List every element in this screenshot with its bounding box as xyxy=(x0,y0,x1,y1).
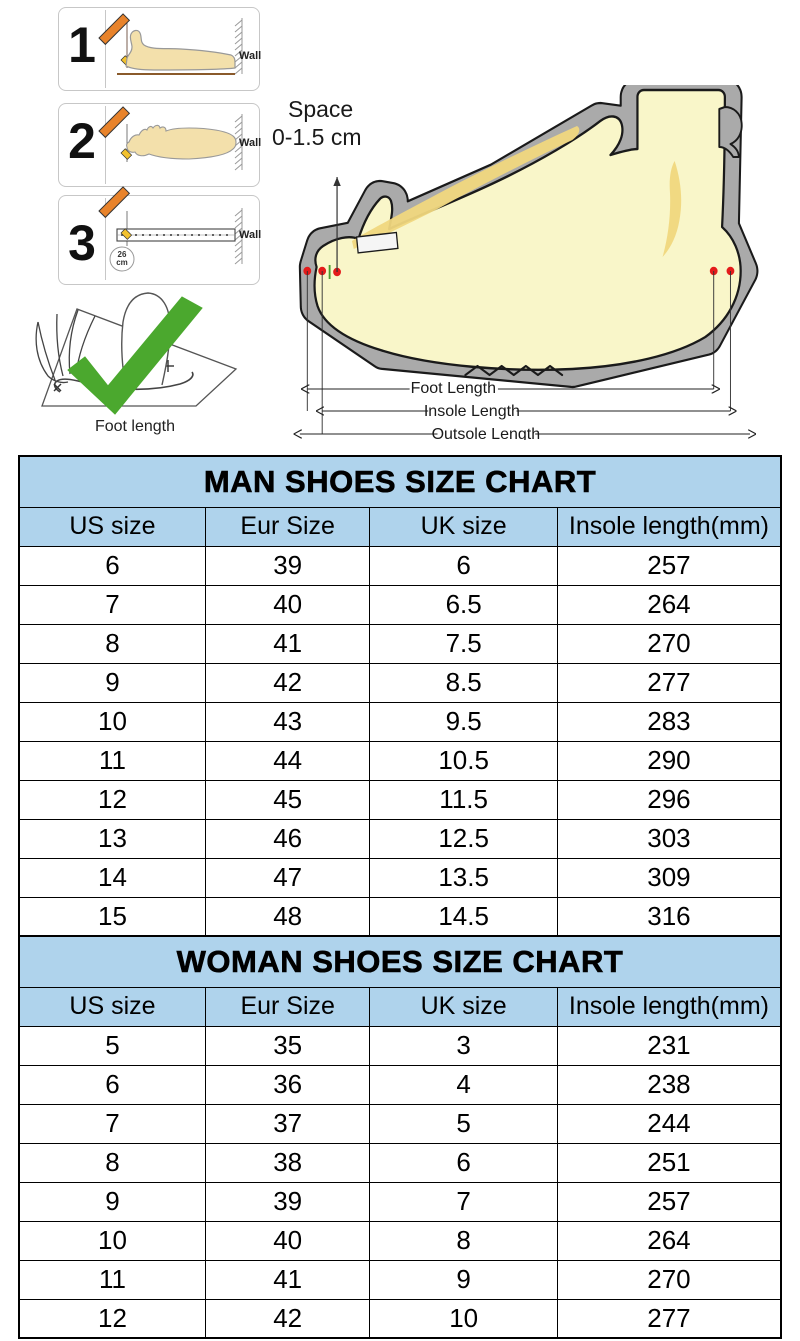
svg-text:Wall: Wall xyxy=(239,137,261,149)
svg-text:Space: Space xyxy=(288,96,353,122)
svg-text:Insole Length: Insole Length xyxy=(424,403,520,420)
svg-text:cm: cm xyxy=(116,258,128,267)
svg-text:Outsole Length: Outsole Length xyxy=(432,426,541,440)
svg-text:Wall: Wall xyxy=(239,50,261,62)
svg-text:0-1.5 cm: 0-1.5 cm xyxy=(272,124,361,150)
svg-text:Wall: Wall xyxy=(239,229,261,241)
svg-text:Foot Length: Foot Length xyxy=(411,380,496,397)
